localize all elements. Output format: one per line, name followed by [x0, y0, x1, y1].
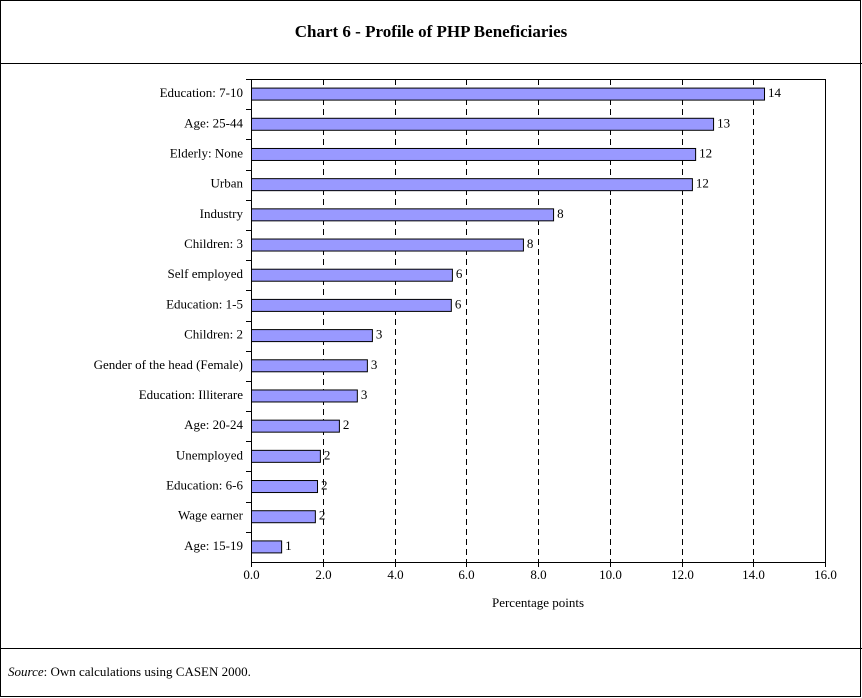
y-tick-label: Self employed [168, 266, 244, 281]
x-tick-label: 14.0 [742, 567, 765, 582]
value-label: 12 [699, 145, 712, 160]
value-label: 2 [319, 508, 326, 523]
chart-title: Chart 6 - Profile of PHP Beneficiaries [295, 22, 568, 41]
y-tick-label: Gender of the head (Female) [94, 357, 243, 372]
y-tick-label: Education: 1-5 [166, 296, 243, 311]
bar [251, 540, 283, 554]
x-axis-label: Percentage points [492, 595, 584, 610]
value-label: 3 [376, 327, 383, 342]
x-tick-label: 6.0 [458, 567, 474, 582]
bar [251, 419, 340, 433]
value-label: 6 [455, 296, 462, 311]
value-label: 3 [361, 387, 368, 402]
bar [251, 480, 319, 494]
bar [251, 87, 766, 101]
x-tick-label: 8.0 [530, 567, 546, 582]
value-label: 2 [343, 417, 350, 432]
x-tick-label: 0.0 [243, 567, 259, 582]
value-label: 13 [717, 115, 730, 130]
bar [251, 147, 697, 161]
y-tick-label: Elderly: None [170, 145, 244, 160]
value-label: 8 [557, 206, 564, 221]
source-text: : Own calculations using CASEN 2000. [44, 664, 251, 679]
value-label: 14 [768, 85, 782, 100]
bar [251, 208, 555, 222]
x-tick-label: 4.0 [387, 567, 403, 582]
x-tick-label: 12.0 [671, 567, 694, 582]
value-label: 2 [324, 447, 331, 462]
value-label: 2 [321, 478, 328, 493]
bar [251, 268, 453, 282]
bar [251, 238, 524, 252]
x-tick-label: 16.0 [814, 567, 837, 582]
y-tick-label: Wage earner [178, 508, 244, 523]
bar [251, 329, 373, 343]
y-tick-label: Education: 7-10 [160, 85, 243, 100]
y-tick-label: Education: 6-6 [166, 478, 243, 493]
bar [251, 178, 693, 192]
value-label: 12 [696, 176, 709, 191]
y-tick-label: Industry [200, 206, 244, 221]
y-tick-label: Age: 15-19 [184, 538, 243, 553]
value-label: 3 [371, 357, 378, 372]
y-tick-label: Urban [211, 176, 244, 191]
bar [251, 298, 452, 312]
y-tick-label: Education: Illiterare [139, 387, 244, 402]
y-tick-label: Age: 20-24 [184, 417, 243, 432]
source-label: Source [8, 664, 44, 679]
y-tick-label: Children: 3 [184, 236, 243, 251]
bar [251, 359, 368, 373]
bar [251, 117, 715, 131]
y-tick-label: Children: 2 [184, 327, 243, 342]
value-label: 1 [285, 538, 292, 553]
bar [251, 389, 358, 403]
bar [251, 449, 321, 463]
value-label: 8 [527, 236, 534, 251]
source: Source: Own calculations using CASEN 200… [8, 664, 251, 679]
y-tick-label: Unemployed [176, 447, 244, 462]
bar [251, 510, 316, 524]
x-tick-label: 2.0 [315, 567, 331, 582]
y-tick-label: Age: 25-44 [184, 115, 243, 130]
x-tick-label: 10.0 [599, 567, 622, 582]
value-label: 6 [456, 266, 463, 281]
